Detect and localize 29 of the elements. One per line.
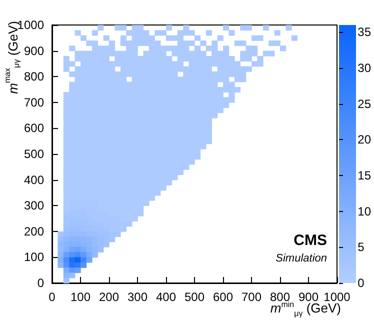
x-tick-label: 100 — [70, 290, 91, 304]
color-bar-label: 20 — [358, 132, 372, 147]
annotation: CMS — [294, 232, 328, 249]
x-tick-label: 300 — [127, 290, 148, 304]
color-bar-label: 30 — [358, 61, 372, 75]
x-tick-label: 600 — [212, 290, 234, 304]
color-bar-label: 35 — [358, 25, 372, 40]
x-tick-label: 500 — [184, 290, 205, 304]
color-bar-label: 5 — [358, 240, 365, 254]
y-tick-label: 800 — [24, 70, 44, 84]
x-tick-label: 0 — [48, 290, 56, 304]
color-bar-label: 25 — [358, 96, 372, 111]
y-tick-label: 0 — [37, 276, 44, 290]
y-tick-label: 1000 — [17, 18, 44, 32]
x-tick-label: 400 — [156, 290, 176, 304]
color-bar-label: 15 — [358, 168, 372, 182]
x-tick-label: 700 — [241, 290, 262, 304]
y-tick-label: 700 — [24, 95, 44, 110]
y-tick-label: 300 — [24, 198, 44, 213]
y-tick-label: 900 — [24, 44, 44, 58]
y-tick-label: 600 — [24, 121, 44, 136]
y-tick-label: 500 — [24, 147, 44, 161]
y-tick-label: 200 — [24, 224, 44, 238]
color-bar-label: 10 — [358, 204, 372, 218]
x-tick-label: 200 — [98, 290, 120, 304]
annotation: Simulation — [276, 252, 327, 264]
y-tick-label: 400 — [24, 172, 44, 187]
color-bar-label: 0 — [358, 276, 365, 290]
y-tick-label: 100 — [24, 250, 44, 264]
